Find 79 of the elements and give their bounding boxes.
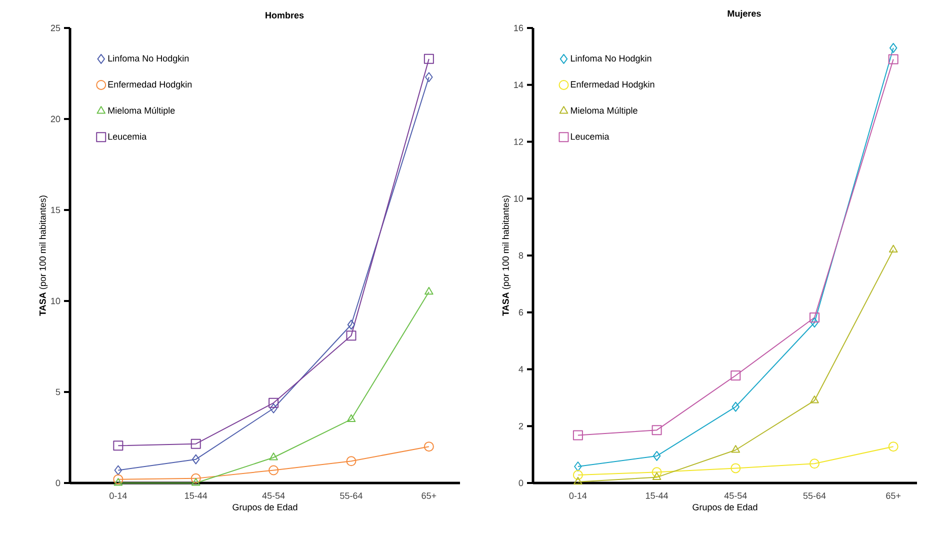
y-tick-label: 0: [518, 480, 524, 486]
point: [730, 463, 741, 474]
y-tick-label: 5: [56, 388, 60, 396]
point: [424, 442, 434, 452]
y-tick-label: 0: [56, 480, 60, 486]
y-tick-label: 15: [51, 206, 60, 214]
point: [574, 476, 582, 485]
point: [652, 450, 661, 461]
y-tick-label: 14: [514, 82, 524, 88]
point: [424, 286, 434, 295]
point: [572, 470, 583, 480]
point: [809, 458, 820, 469]
point: [730, 370, 741, 380]
point: [346, 456, 356, 466]
legend-label: Leucemia: [108, 133, 147, 140]
point: [731, 444, 740, 453]
point: [270, 403, 278, 414]
point: [346, 414, 356, 422]
point: [113, 474, 124, 484]
point: [889, 42, 898, 53]
x-axis-title: Grupos de Edad: [692, 504, 758, 512]
point: [191, 478, 200, 486]
x-tick-label: 0-14: [569, 492, 587, 499]
point: [113, 440, 124, 451]
y-tick-label: 8: [518, 252, 524, 259]
point: [114, 465, 122, 476]
point: [114, 478, 123, 486]
x-tick-label: 65+: [422, 492, 436, 499]
legend-label: Linfoma No Hodgkin: [108, 54, 189, 64]
legend-label: Mieloma Múltiple: [108, 106, 175, 116]
chart-title: Mujeres: [728, 10, 761, 18]
point: [192, 454, 200, 464]
x-tick-label: 45-54: [724, 492, 747, 499]
y-tick-label: 12: [514, 138, 524, 145]
x-tick-label: 15-44: [646, 492, 668, 499]
point: [425, 72, 433, 82]
legend-label: Linfoma No Hodgkin: [570, 54, 652, 64]
x-tick-label: 45-54: [262, 492, 285, 499]
y-tick-label: 10: [514, 195, 524, 202]
y-tick-label: 10: [51, 298, 60, 304]
point: [574, 461, 582, 472]
y-tick-label: 2: [518, 422, 524, 430]
legend-label: Leucemia: [570, 133, 610, 140]
y-tick-label: 25: [50, 24, 60, 32]
y-tick-label: 20: [50, 116, 60, 122]
point: [809, 312, 820, 322]
legend-label: Enfermedad Hodgkin: [108, 80, 192, 90]
point: [888, 54, 898, 64]
x-tick-label: 55-64: [340, 492, 362, 499]
y-axis-title: TASA (por 100 mil habitantes): [39, 196, 48, 316]
point: [572, 430, 583, 440]
legend-label: Mieloma Múltiple: [570, 106, 638, 116]
y-tick-label: 16: [514, 24, 524, 32]
point: [190, 473, 201, 484]
point: [810, 318, 818, 328]
point: [268, 465, 279, 476]
x-tick-label: 55-64: [803, 492, 826, 499]
x-tick-label: 0-14: [110, 492, 127, 499]
point: [269, 452, 278, 460]
legend-label: Enfermedad Hodgkin: [570, 80, 654, 90]
point: [652, 425, 662, 436]
point: [424, 54, 434, 64]
point: [652, 467, 662, 478]
point: [268, 398, 279, 408]
point: [732, 402, 740, 412]
point: [810, 396, 819, 404]
point: [652, 472, 662, 480]
point: [347, 320, 356, 330]
chart-title: Hombres: [266, 12, 304, 18]
x-axis-title: Grupos de Edad: [232, 504, 298, 512]
x-tick-label: 15-44: [185, 492, 208, 499]
y-tick-label: 6: [518, 309, 524, 316]
point: [888, 244, 898, 253]
y-axis-title: TASA (por 100 mil habitantes): [502, 196, 511, 316]
y-tick-label: 4: [518, 366, 524, 372]
point: [346, 330, 356, 341]
x-tick-label: 65+: [886, 492, 901, 499]
point: [190, 438, 201, 449]
point: [888, 442, 898, 452]
